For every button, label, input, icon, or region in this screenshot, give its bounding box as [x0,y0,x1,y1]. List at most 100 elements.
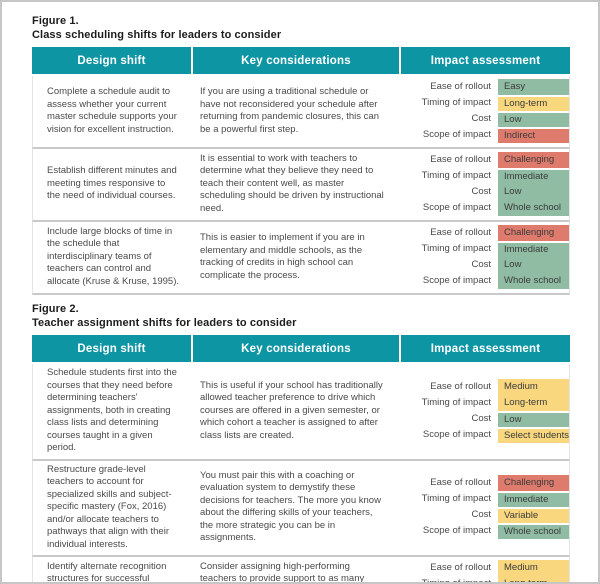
impact-label: Cost [471,412,491,424]
key-considerations-cell: This is easier to implement if you are i… [200,232,365,281]
impact-row: Cost Low [399,257,569,273]
impact-label: Timing of impact [421,169,491,181]
table-header-row: Design shift Key considerations Impact ass… [32,335,570,362]
impact-rating-chip: Immediate [498,168,569,184]
key-considerations-cell: This is useful if your school has tradit… [200,379,383,441]
impact-label: Scope of impact [422,128,491,140]
impact-row: Ease of rollout Medium [399,378,569,395]
impact-rating-chip: Whole school [498,523,569,540]
impact-rating-chip: Indirect [498,127,569,143]
column-header-design-shift: Design shift [32,335,191,362]
impact-rating-chip: Long-term [498,394,569,411]
key-considerations-cell: You must pair this with a coaching or ev… [200,469,381,544]
figure-section-2: Figure 2. Teacher assignment shifts for l… [32,302,570,584]
column-header-impact-assessment: Impact assessment [401,47,570,74]
impact-label: Ease of rollout [430,477,491,488]
impact-rating-chip: Easy [498,79,569,95]
impact-label: Timing of impact [421,242,491,254]
design-shift-cell: Schedule students first into the courses… [47,367,177,453]
impact-label: Timing of impact [421,493,491,504]
impact-row: Timing of impact Long-term [399,394,569,411]
impact-row: Timing of impact Long-term [399,576,569,584]
impact-rating-chip: Long-term [498,576,569,582]
impact-label: Scope of impact [422,201,491,213]
table-row: Restructure grade-level teachers to acco… [32,460,570,557]
impact-row: Scope of impact Whole school [399,200,569,216]
impact-rating-chip: Whole school [498,200,569,216]
impact-row: Timing of impact Immediate [399,491,569,508]
table-row: Identify alternate recognition structure… [32,557,570,584]
impact-rating-chip: Challenging [498,152,569,168]
impact-label: Timing of impact [421,396,491,408]
impact-label: Cost [471,185,491,197]
impact-rating-chip: Medium [498,378,569,395]
impact-assessment-cell: Ease of rollout Challenging Timing of impa… [399,152,569,216]
design-shift-cell: Establish different minutes and meeting … [47,165,177,202]
impact-row: Scope of impact Select students [399,426,569,443]
impact-rating-chip: Immediate [498,241,569,257]
figure-number: Figure 2. [32,303,79,315]
impact-row: Timing of impact Long-term [399,95,569,111]
impact-assessment-cell: Ease of rollout Medium Timing of impact Lon… [399,560,569,584]
impact-row: Ease of rollout Challenging [399,475,569,492]
impact-rating-chip: Challenging [498,225,569,241]
impact-row: Timing of impact Immediate [399,168,569,184]
impact-rating-chip: Challenging [498,475,569,492]
table-body: Complete a schedule audit to assess whet… [32,74,570,295]
figures-root: Figure 1. Class scheduling shifts for lea… [32,14,570,584]
impact-assessment-cell: Ease of rollout Challenging Timing of impa… [399,225,569,289]
impact-row: Timing of impact Immediate [399,241,569,257]
table-row: Include large blocks of time in the sche… [32,222,570,295]
figure-heading: Figure 1. Class scheduling shifts for lea… [32,14,570,42]
impact-row: Cost Variable [399,507,569,524]
impact-rating-chip: Long-term [498,95,569,111]
impact-rating-chip: Whole school [498,273,569,289]
impact-rating-chip: Select students [498,426,569,443]
impact-label: Cost [471,258,491,270]
impact-label: Cost [471,509,491,520]
impact-assessment-cell: Ease of rollout Easy Timing of impact Long-… [399,79,569,143]
column-header-design-shift: Design shift [32,47,191,74]
impact-label: Ease of rollout [430,80,491,92]
table-row: Schedule students first into the courses… [32,364,570,461]
impact-label: Scope of impact [422,525,491,536]
impact-rating-chip: Variable [498,507,569,524]
design-shift-cell: Restructure grade-level teachers to acco… [47,463,172,550]
impact-label: Scope of impact [422,274,491,286]
impact-row: Cost Low [399,111,569,127]
table-header-row: Design shift Key considerations Impact ass… [32,47,570,74]
impact-assessment-cell: Ease of rollout Challenging Timing of impa… [399,475,569,540]
impact-row: Scope of impact Whole school [399,273,569,289]
impact-label: Timing of impact [421,577,491,584]
impact-row: Scope of impact Indirect [399,127,569,143]
table-row: Complete a schedule audit to assess whet… [32,76,570,149]
key-considerations-cell: It is essential to work with teachers to… [200,152,384,214]
table-body: Schedule students first into the courses… [32,362,570,584]
figure-title: Class scheduling shifts for leaders to c… [32,29,282,41]
impact-row: Ease of rollout Medium [399,560,569,576]
figure-heading: Figure 2. Teacher assignment shifts for l… [32,302,570,330]
impact-label: Ease of rollout [430,226,491,238]
impact-rating-chip: Low [498,410,569,427]
column-header-key-considerations: Key considerations [193,47,399,74]
design-shift-cell: Complete a schedule audit to assess whet… [47,86,177,135]
impact-row: Ease of rollout Challenging [399,152,569,168]
impact-row: Ease of rollout Challenging [399,225,569,241]
impact-label: Scope of impact [422,428,491,440]
impact-label: Cost [471,112,491,124]
key-considerations-cell: If you are using a traditional schedule … [200,86,379,135]
figure-section-1: Figure 1. Class scheduling shifts for lea… [32,14,570,295]
figure-title: Teacher assignment shifts for leaders to… [32,317,297,329]
column-header-key-considerations: Key considerations [193,335,399,362]
impact-label: Ease of rollout [430,561,491,573]
impact-rating-chip: Medium [498,560,569,576]
impact-row: Ease of rollout Easy [399,79,569,95]
impact-label: Ease of rollout [430,380,491,392]
impact-row: Scope of impact Whole school [399,523,569,540]
table-row: Establish different minutes and meeting … [32,149,570,222]
key-considerations-cell: Consider assigning high-performing teach… [200,560,365,584]
impact-row: Cost Low [399,410,569,427]
impact-rating-chip: Low [498,184,569,200]
figure-number: Figure 1. [32,15,79,27]
